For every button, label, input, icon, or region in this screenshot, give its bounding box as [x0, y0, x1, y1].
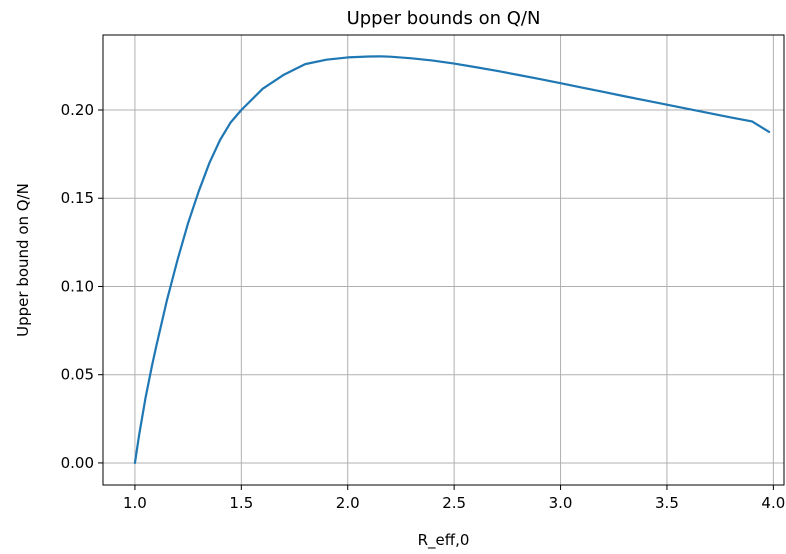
x-tick-label: 1.0 [123, 494, 147, 512]
x-tick-label: 2.0 [336, 494, 360, 512]
ticks: 1.0 1.5 2.0 2.5 3.0 3.5 4.0 0.00 0.05 0.10 0.15 0.2… [61, 101, 786, 512]
x-axis-label: R_eff,0 [418, 531, 470, 550]
y-axis-label: Upper bound on Q/N [14, 183, 32, 337]
x-tick-label: 2.5 [442, 494, 466, 512]
data-series [133, 55, 771, 465]
series-line [133, 55, 771, 465]
y-tick-label: 0.10 [61, 277, 94, 295]
x-tick-label: 3.5 [655, 494, 679, 512]
y-tick-label: 0.00 [61, 454, 94, 472]
x-tick-label: 3.0 [549, 494, 573, 512]
y-tick-label: 0.05 [61, 366, 94, 384]
x-tick-label: 4.0 [761, 494, 785, 512]
chart-title: Upper bounds on Q/N [347, 8, 541, 29]
y-tick-label: 0.15 [61, 189, 94, 207]
y-tick-label: 0.20 [61, 101, 94, 119]
x-tick-label: 1.5 [229, 494, 253, 512]
plot-frame [102, 34, 785, 486]
